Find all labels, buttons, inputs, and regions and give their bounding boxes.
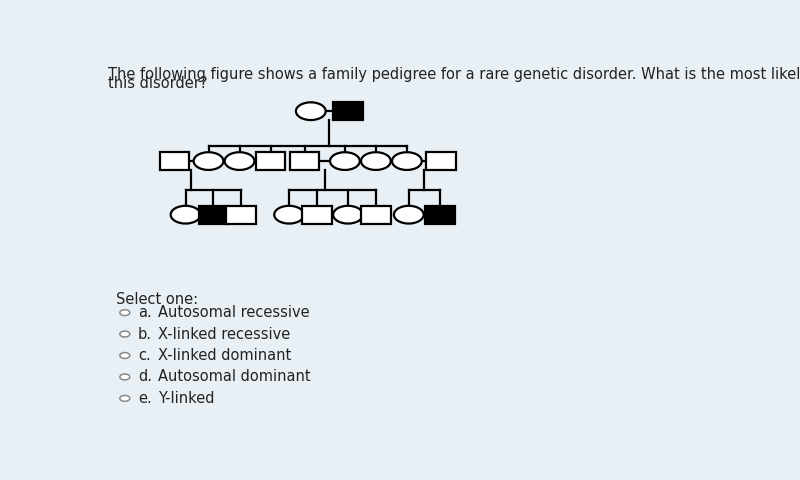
Text: X-linked recessive: X-linked recessive	[158, 326, 290, 342]
Bar	[425, 206, 454, 224]
Circle shape	[361, 152, 390, 170]
Bar	[361, 206, 390, 224]
Circle shape	[194, 152, 223, 170]
Text: The following figure shows a family pedigree for a rare genetic disorder. What i: The following figure shows a family pedi…	[108, 67, 800, 82]
Bar	[159, 152, 190, 170]
Bar	[256, 152, 286, 170]
Circle shape	[120, 396, 130, 401]
Text: a.: a.	[138, 305, 151, 320]
Circle shape	[394, 206, 424, 224]
Text: this disorder?: this disorder?	[108, 76, 207, 91]
Circle shape	[274, 206, 304, 224]
Bar	[290, 152, 319, 170]
Text: Autosomal recessive: Autosomal recessive	[158, 305, 310, 320]
Text: b.: b.	[138, 326, 152, 342]
Circle shape	[296, 102, 326, 120]
Bar	[426, 152, 456, 170]
Text: Autosomal dominant: Autosomal dominant	[158, 370, 310, 384]
Text: Select one:: Select one:	[115, 292, 198, 307]
Circle shape	[120, 331, 130, 337]
Text: e.: e.	[138, 391, 151, 406]
Bar	[333, 102, 363, 120]
Circle shape	[330, 152, 360, 170]
Text: d.: d.	[138, 370, 152, 384]
Text: X-linked dominant: X-linked dominant	[158, 348, 291, 363]
Circle shape	[120, 374, 130, 380]
Bar	[226, 206, 256, 224]
Bar	[198, 206, 228, 224]
Text: Y-linked: Y-linked	[158, 391, 214, 406]
Circle shape	[392, 152, 422, 170]
Circle shape	[333, 206, 363, 224]
Circle shape	[170, 206, 201, 224]
Circle shape	[120, 352, 130, 359]
Circle shape	[225, 152, 254, 170]
Bar	[302, 206, 332, 224]
Text: c.: c.	[138, 348, 150, 363]
Circle shape	[120, 310, 130, 315]
